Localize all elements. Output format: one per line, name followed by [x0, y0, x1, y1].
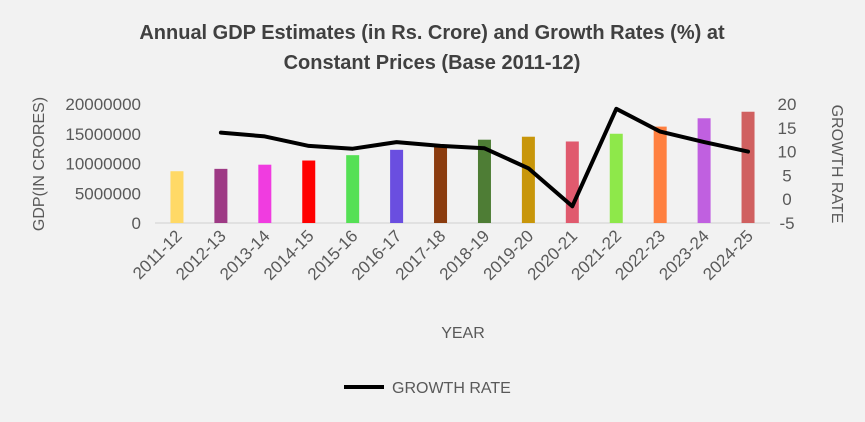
left-axis-ticks: 0 5000000 10000000 15000000 20000000	[65, 95, 141, 233]
y-tick-label: 20000000	[65, 95, 141, 114]
bar-2019-20	[521, 136, 535, 223]
bar-2021-22	[609, 133, 623, 223]
x-axis-ticks: 2011-122012-132013-142014-152015-162016-…	[129, 226, 757, 284]
bar-2018-19	[477, 139, 491, 223]
bar-2024-25	[741, 111, 755, 223]
bar-2016-17	[390, 149, 404, 223]
bar-2011-12	[170, 171, 184, 223]
y2-tick-label: 0	[782, 190, 791, 209]
y-axis-label: GDP(IN CRORES)	[31, 97, 48, 231]
chart-title-line-2: Constant Prices (Base 2011-12)	[284, 52, 581, 74]
x-axis-label: YEAR	[441, 325, 485, 342]
chart-title-line-1: Annual GDP Estimates (in Rs. Crore) and …	[139, 22, 725, 44]
legend: GROWTH RATE	[344, 380, 511, 397]
bar-2014-15	[302, 160, 316, 223]
bar-2012-13	[214, 168, 228, 223]
y2-tick-label: 10	[778, 143, 797, 162]
y2-axis-label: GROWTH RATE	[828, 105, 845, 224]
y-tick-label: 15000000	[65, 125, 141, 144]
legend-entry-growth-rate: GROWTH RATE	[392, 380, 511, 397]
y-tick-label: 0	[132, 214, 141, 233]
y-tick-label: 10000000	[65, 155, 141, 174]
growth-rate-line	[218, 106, 750, 209]
y-tick-label: 5000000	[75, 184, 141, 203]
right-axis-ticks: -5 0 5 10 15 20	[778, 95, 797, 233]
bars	[170, 111, 755, 223]
bar-2020-21	[565, 141, 579, 223]
bar-2022-23	[653, 126, 667, 223]
bar-2015-16	[346, 155, 360, 223]
y2-tick-label: 15	[778, 119, 797, 138]
bar-2023-24	[697, 118, 711, 223]
bar-2017-18	[434, 145, 448, 223]
y2-tick-label: 20	[778, 95, 797, 114]
y2-tick-label: -5	[779, 214, 794, 233]
bar-2013-14	[258, 164, 272, 223]
y2-tick-label: 5	[782, 166, 791, 185]
